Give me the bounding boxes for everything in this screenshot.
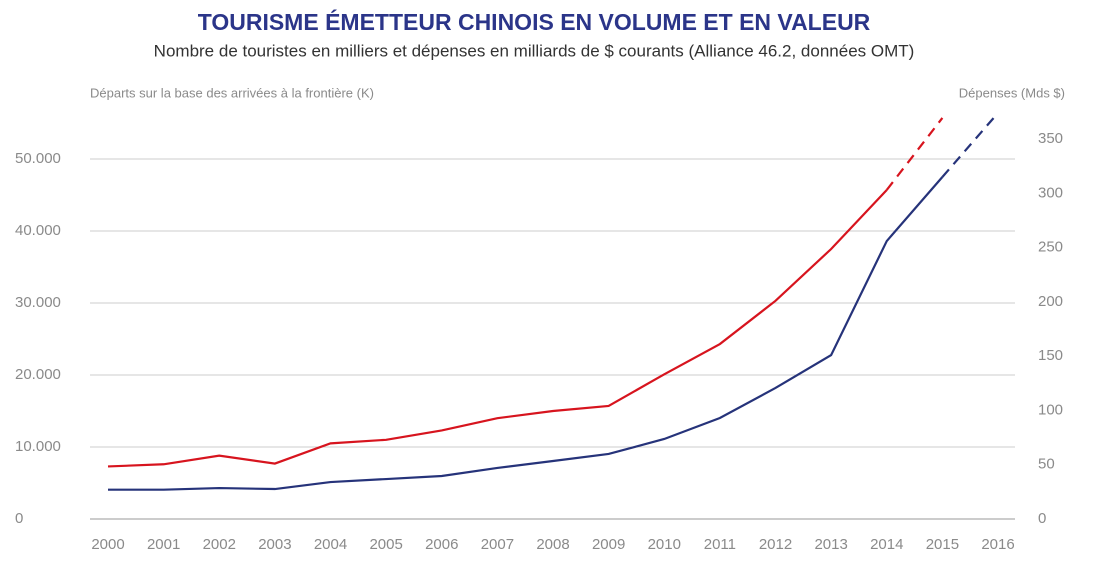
x-tick-label: 2010: [648, 536, 681, 553]
y2-tick-label: 150: [1038, 347, 1063, 364]
x-tick-label: 2016: [981, 536, 1014, 553]
y2-tick-label: 350: [1038, 130, 1063, 147]
x-tick-label: 2001: [147, 536, 180, 553]
x-tick-label: 2009: [592, 536, 625, 553]
x-tick-label: 2005: [369, 536, 402, 553]
x-tick-label: 2011: [704, 536, 736, 553]
y-tick-label: 50.000: [15, 150, 61, 167]
x-tick-label: 2000: [91, 536, 124, 553]
y-tick-label: 40.000: [15, 222, 61, 239]
y-tick-label: 10.000: [15, 438, 61, 455]
y2-tick-label: 250: [1038, 239, 1063, 256]
y2-tick-label: 0: [1038, 510, 1046, 527]
x-tick-label: 2007: [481, 536, 514, 553]
y2-tick-label: 100: [1038, 401, 1063, 418]
x-tick-label: 2002: [203, 536, 236, 553]
x-tick-label: 2003: [258, 536, 291, 553]
y2-tick-label: 50: [1038, 456, 1055, 473]
x-tick-label: 2004: [314, 536, 347, 553]
line-series-projection: [941, 112, 999, 178]
line-series: [107, 189, 888, 468]
chart-title: TOURISME ÉMETTEUR CHINOIS EN VOLUME ET E…: [198, 8, 871, 35]
chart-subtitle: Nombre de touristes en milliers et dépen…: [154, 41, 915, 60]
x-tick-label: 2006: [425, 536, 458, 553]
line-series: [108, 176, 944, 491]
line-series-projection: [885, 117, 944, 191]
y2-tick-label: 300: [1038, 184, 1063, 201]
y-tick-label: 30.000: [15, 294, 61, 311]
y2-tick-label: 200: [1038, 293, 1063, 310]
y-tick-label: 20.000: [15, 366, 61, 383]
y2-axis-label: Dépenses (Mds $): [959, 85, 1065, 100]
x-tick-label: 2012: [759, 536, 792, 553]
y-tick-label: 0: [15, 510, 23, 527]
x-tick-label: 2015: [926, 536, 959, 553]
x-tick-label: 2014: [870, 536, 903, 553]
y-axis-label: Départs sur la base des arrivées à la fr…: [90, 85, 374, 100]
x-tick-label: 2008: [536, 536, 569, 553]
x-tick-label: 2013: [814, 536, 847, 553]
